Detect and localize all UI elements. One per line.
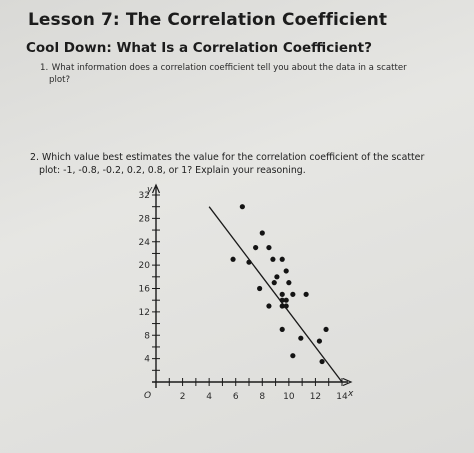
data-point	[246, 259, 252, 265]
data-point	[257, 285, 263, 292]
question-2-line-2: plot: -1, -0.8, -0.2, 0.2, 0.8, or 1? Ex…	[39, 165, 306, 176]
x-tick-label: 6	[233, 392, 239, 402]
question-2-number: 2.	[30, 152, 39, 163]
data-point	[286, 280, 292, 286]
data-point	[319, 358, 325, 365]
x-axis-arrow	[342, 377, 353, 387]
y-axis-arrow	[151, 183, 161, 194]
data-point	[290, 353, 296, 359]
data-point	[290, 291, 296, 297]
data-point	[283, 268, 289, 274]
y-tick-label: 8	[144, 331, 150, 341]
x-tick-label: 4	[206, 392, 212, 402]
lesson-title: Lesson 7: The Correlation Coefficient	[28, 10, 388, 30]
trend-line	[208, 206, 343, 383]
question-1-line-1: What information does a correlation coef…	[51, 63, 407, 73]
plot-ticks	[152, 194, 343, 386]
data-point	[259, 230, 265, 236]
y-tick-label: 4	[144, 355, 150, 365]
y-axis-label: y	[146, 185, 153, 195]
data-point	[283, 303, 289, 309]
x-axis-label: x	[347, 389, 354, 399]
x-tick-label: 14	[336, 392, 348, 402]
x-tick-label: 12	[310, 392, 321, 402]
data-point	[316, 338, 323, 344]
data-point	[230, 256, 236, 262]
y-tick-label: 28	[139, 214, 151, 224]
x-tick-label: 2	[180, 392, 186, 402]
data-point	[279, 326, 285, 333]
y-tick-label: 16	[139, 285, 151, 295]
y-tick-label: 20	[139, 261, 151, 271]
y-tick-label: 12	[139, 308, 150, 318]
y-tick-label: 32	[139, 191, 150, 201]
x-tick-label: 8	[259, 392, 265, 402]
data-point	[266, 303, 272, 309]
question-2: 2. Which value best estimates the value …	[30, 151, 462, 177]
question-1-number: 1.	[40, 63, 49, 73]
data-points	[230, 204, 329, 365]
plot-axes	[151, 183, 353, 388]
question-1: 1. What information does a correlation c…	[40, 62, 460, 86]
data-point	[323, 326, 329, 333]
data-point	[279, 291, 285, 297]
data-point	[270, 256, 276, 262]
data-point	[298, 335, 304, 341]
data-point	[266, 244, 272, 251]
data-point	[274, 274, 280, 280]
data-point	[283, 297, 289, 303]
origin-label: O	[144, 391, 151, 401]
question-2-line-1: Which value best estimates the value for…	[41, 152, 425, 163]
data-point	[303, 291, 309, 297]
data-point	[279, 297, 285, 303]
data-point	[253, 244, 259, 251]
data-point	[279, 303, 285, 309]
data-point	[279, 256, 285, 262]
y-tick-label: 24	[139, 238, 151, 248]
x-tick-label: 10	[283, 392, 295, 402]
data-point	[271, 280, 277, 286]
question-1-line-2: plot?	[49, 75, 71, 85]
data-point	[239, 204, 245, 210]
cooldown-title: Cool Down: What Is a Correlation Coeffic…	[26, 40, 372, 56]
